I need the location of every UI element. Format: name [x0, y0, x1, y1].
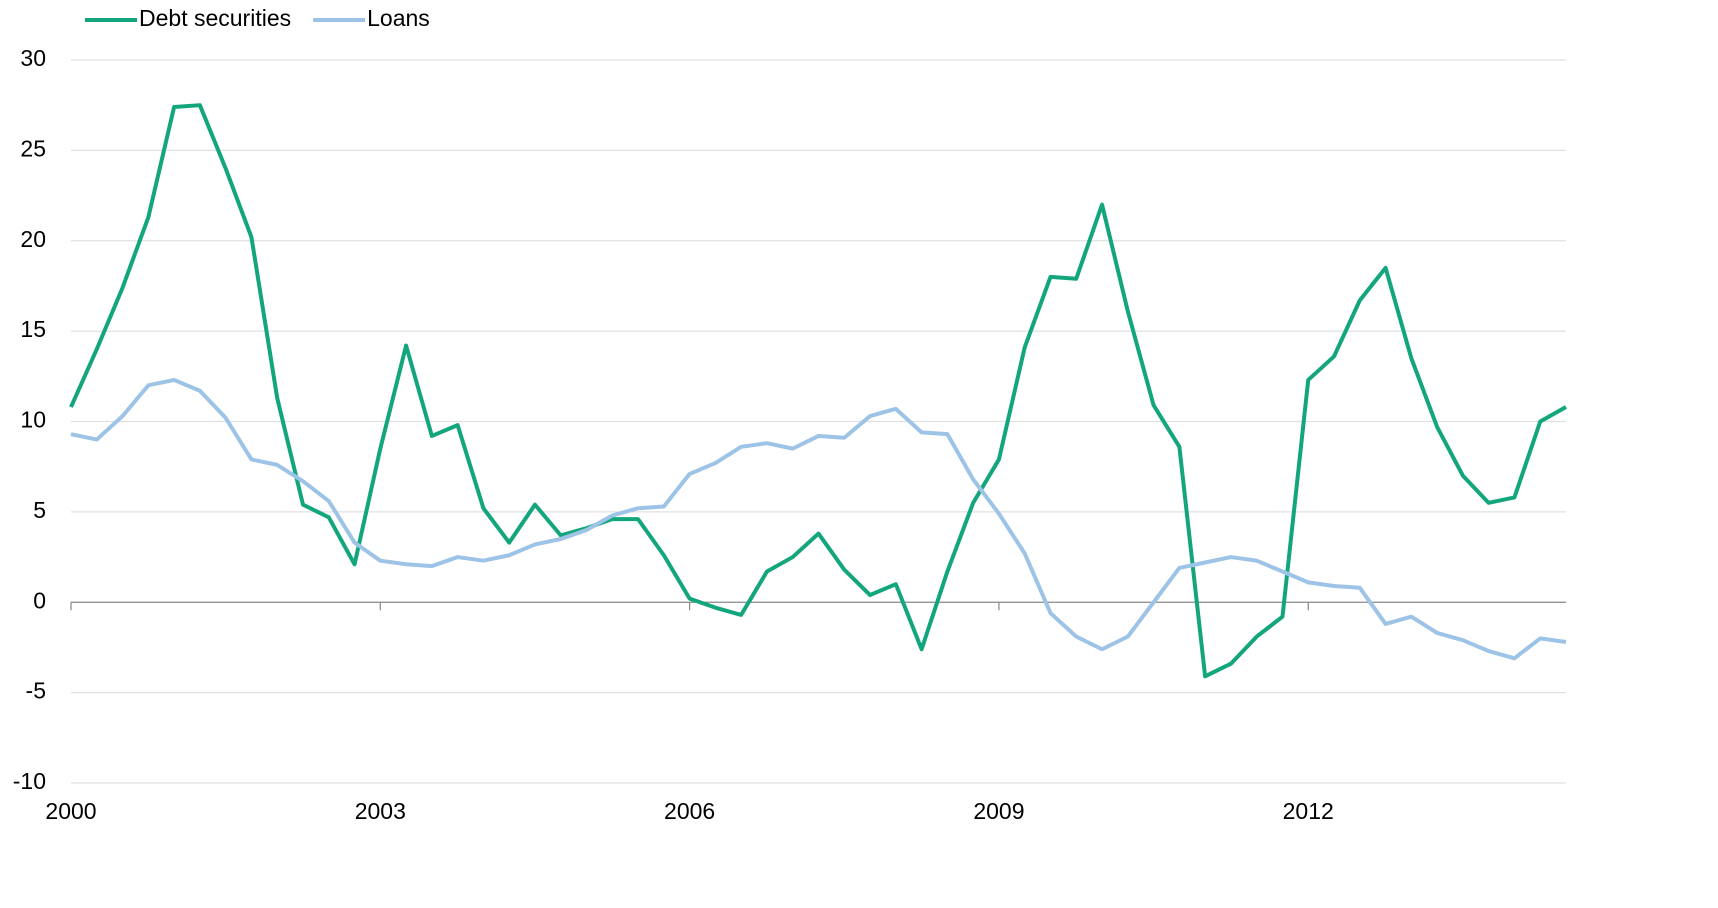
- y-tick-label: 10: [20, 407, 46, 433]
- y-tick-label: -10: [13, 768, 46, 794]
- y-tick-label: 5: [33, 497, 46, 523]
- y-tick-label: 25: [20, 135, 46, 161]
- x-tick-label: 2003: [355, 798, 406, 824]
- series-line: [69, 103, 1567, 679]
- x-tick-label: 2000: [45, 798, 96, 824]
- y-tick-label: 15: [20, 316, 46, 342]
- y-tick-label: 0: [33, 587, 46, 613]
- x-tick-label: 2009: [973, 798, 1024, 824]
- series-line: [70, 377, 1567, 661]
- y-tick-label: 30: [20, 45, 46, 71]
- y-tick-label: -5: [26, 678, 46, 704]
- legend-label: Loans: [367, 5, 430, 31]
- x-tick-label: 2006: [664, 798, 715, 824]
- legend-label: Debt securities: [139, 5, 291, 31]
- y-tick-label: 20: [20, 226, 46, 252]
- x-tick-label: 2012: [1283, 798, 1334, 824]
